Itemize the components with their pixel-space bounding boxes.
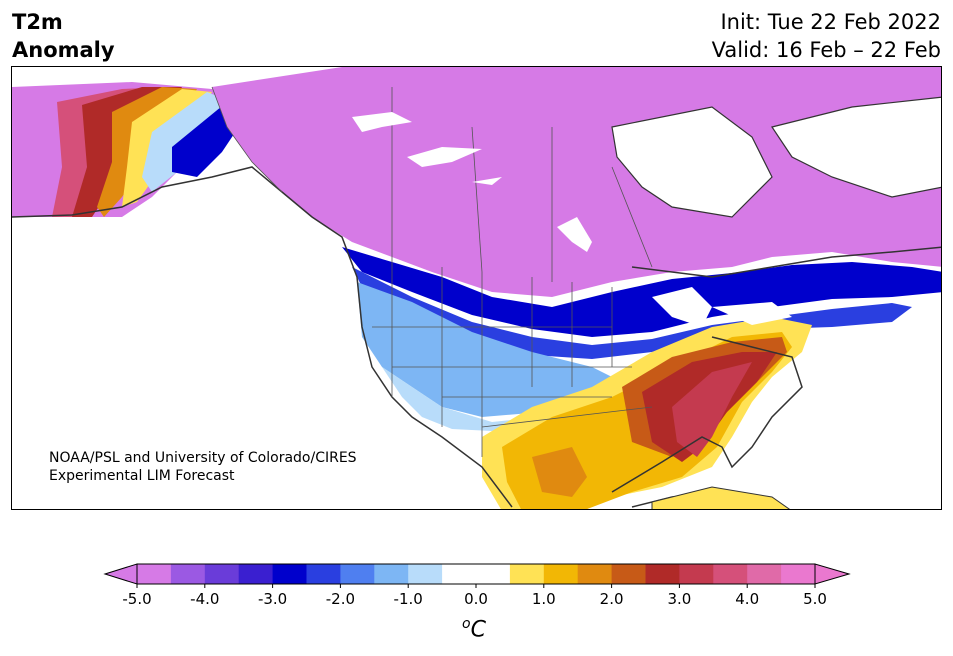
forecast-dates: Init: Tue 22 Feb 2022 Valid: 16 Feb – 22…: [712, 8, 941, 64]
colorbar-cell: [611, 564, 646, 584]
colorbar-cell: [170, 564, 206, 584]
credit-line-1: NOAA/PSL and University of Colorado/CIRE…: [49, 450, 357, 466]
colorbar-tick-label: 3.0: [667, 590, 691, 608]
data-credit: NOAA/PSL and University of Colorado/CIRE…: [49, 449, 357, 485]
colorbar-over-arrow: [814, 563, 851, 585]
colorbar-cell: [442, 564, 477, 584]
colorbar-tick-label: 5.0: [803, 590, 827, 608]
colorbar-ticks: -5.0 -4.0 -3.0 -2.0 -1.0 0.0 1.0 2.0 3.0 4.0 5.0: [122, 584, 827, 608]
map-title: T2m Anomaly: [12, 8, 115, 64]
colorbar-tick-label: -2.0: [326, 590, 355, 608]
colorbar-cell: [408, 564, 443, 584]
colorbar: -5.0 -4.0 -3.0 -2.0 -1.0 0.0 1.0 2.0 3.0 4.0 5.0: [103, 563, 851, 608]
credit-line-2: Experimental LIM Forecast: [49, 468, 235, 484]
southeast-warm-region: [482, 317, 812, 509]
colorbar-under-arrow: [103, 563, 138, 585]
colorbar-cell: [543, 564, 579, 584]
colorbar-cell: [713, 564, 748, 584]
colorbar-cell: [645, 564, 680, 584]
colorbar-tick-label: 4.0: [735, 590, 759, 608]
map-canvas: [12, 67, 941, 509]
colorbar-cell: [272, 564, 307, 584]
colorbar-cell: [238, 564, 274, 584]
colorbar-tick-label: 1.0: [532, 590, 556, 608]
title-line-1: T2m: [12, 10, 63, 34]
colorbar-cell: [340, 564, 375, 584]
colorbar-tick-label: 2.0: [600, 590, 624, 608]
colorbar-cell: [204, 564, 240, 584]
anomaly-map: [11, 66, 942, 510]
colorbar-cells: [137, 564, 816, 584]
title-line-2: Anomaly: [12, 38, 115, 62]
colorbar-cell: [747, 564, 782, 584]
colorbar-cell: [509, 564, 545, 584]
colorbar-cell: [577, 564, 613, 584]
colorbar-cell: [679, 564, 714, 584]
state-borders: [211, 86, 653, 457]
colorbar-tick-label: 0.0: [464, 590, 488, 608]
colorbar-tick-label: -4.0: [190, 590, 219, 608]
init-date: Init: Tue 22 Feb 2022: [720, 10, 941, 34]
colorbar-cell: [374, 564, 409, 584]
colorbar-cell: [137, 564, 172, 584]
unit-letter: C: [470, 617, 486, 643]
alaska-warm-region: [12, 82, 252, 217]
canada-cold-region: [212, 67, 941, 359]
colorbar-cell: [476, 564, 511, 584]
colorbar-tick-label: -1.0: [394, 590, 423, 608]
caribbean-islands: [651, 486, 791, 509]
hudson-bay: [611, 106, 773, 218]
colorbar-unit: oC: [462, 616, 486, 642]
colorbar-cell: [306, 564, 341, 584]
colorbar-tick-label: -5.0: [122, 590, 151, 608]
unit-superscript: o: [462, 616, 471, 632]
lakes: [352, 112, 792, 327]
colorbar-cell: [781, 564, 816, 584]
valid-range: Valid: 16 Feb – 22 Feb: [711, 38, 941, 62]
greenland-edge: [771, 96, 941, 198]
colorbar-tick-label: -3.0: [258, 590, 287, 608]
